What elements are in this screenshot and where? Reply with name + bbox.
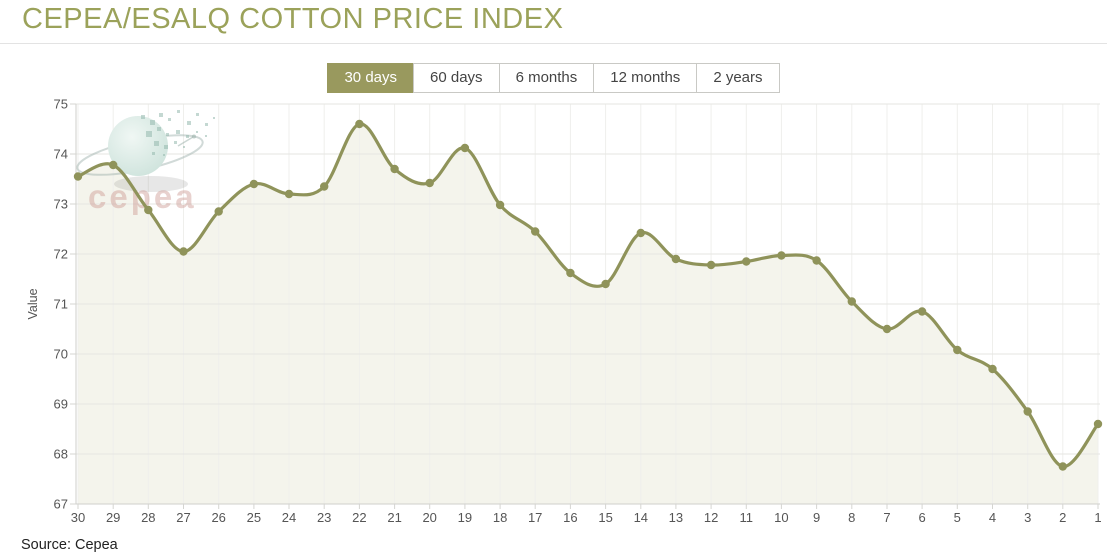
svg-text:29: 29 — [106, 510, 120, 525]
globe-icon — [108, 116, 168, 176]
svg-text:26: 26 — [211, 510, 225, 525]
svg-text:11: 11 — [740, 510, 754, 525]
svg-text:18: 18 — [493, 510, 507, 525]
y-axis-title: Value — [26, 288, 40, 319]
y-axis-labels: 67 68 69 70 71 72 73 74 75 — [54, 97, 68, 512]
svg-text:24: 24 — [282, 510, 296, 525]
svg-text:10: 10 — [774, 510, 788, 525]
x-axis-labels: 30 29 28 27 26 25 24 23 22 21 20 19 18 17 16 15 14 13 12 11… — [71, 510, 1102, 525]
svg-text:14: 14 — [634, 510, 648, 525]
svg-text:70: 70 — [54, 347, 68, 362]
svg-text:1: 1 — [1094, 510, 1101, 525]
svg-text:67: 67 — [54, 497, 68, 512]
svg-text:23: 23 — [317, 510, 331, 525]
cepea-wordmark: cepea — [88, 178, 197, 215]
svg-text:6: 6 — [918, 510, 925, 525]
svg-text:72: 72 — [54, 247, 68, 262]
range-button-6-months[interactable]: 6 months — [498, 63, 595, 93]
price-chart: cepea 67 68 69 70 71 72 73 74 75 30 29 28 27 26 25 24 23 2… — [0, 94, 1107, 534]
svg-text:8: 8 — [848, 510, 855, 525]
svg-text:3: 3 — [1024, 510, 1031, 525]
svg-text:27: 27 — [176, 510, 190, 525]
svg-text:68: 68 — [54, 447, 68, 462]
svg-text:17: 17 — [528, 510, 542, 525]
svg-text:30: 30 — [71, 510, 85, 525]
svg-text:4: 4 — [989, 510, 996, 525]
svg-text:73: 73 — [54, 197, 68, 212]
svg-text:19: 19 — [458, 510, 472, 525]
axis-ticks — [70, 103, 1099, 509]
svg-text:22: 22 — [352, 510, 366, 525]
svg-text:16: 16 — [563, 510, 577, 525]
svg-text:71: 71 — [54, 297, 68, 312]
svg-text:15: 15 — [598, 510, 612, 525]
range-button-60-days[interactable]: 60 days — [413, 63, 500, 93]
svg-text:20: 20 — [422, 510, 436, 525]
range-button-30-days[interactable]: 30 days — [327, 63, 415, 93]
source-note: Source: Cepea — [21, 537, 118, 553]
cepea-watermark-logo: cepea — [76, 110, 215, 215]
svg-text:21: 21 — [387, 510, 401, 525]
range-button-12-months[interactable]: 12 months — [593, 63, 698, 93]
svg-text:7: 7 — [883, 510, 890, 525]
svg-text:75: 75 — [54, 97, 68, 112]
svg-text:13: 13 — [669, 510, 683, 525]
title-divider — [0, 43, 1107, 44]
svg-text:74: 74 — [54, 147, 68, 162]
svg-text:28: 28 — [141, 510, 155, 525]
svg-text:9: 9 — [813, 510, 820, 525]
svg-text:12: 12 — [704, 510, 718, 525]
area-fill — [78, 123, 1098, 504]
range-button-2-years[interactable]: 2 years — [696, 63, 780, 93]
svg-text:2: 2 — [1059, 510, 1066, 525]
svg-text:69: 69 — [54, 397, 68, 412]
time-range-selector: 30 days 60 days 6 months 12 months 2 yea… — [0, 63, 1107, 93]
data-point-markers[interactable] — [73, 119, 1103, 471]
svg-text:25: 25 — [247, 510, 261, 525]
svg-text:5: 5 — [954, 510, 961, 525]
page-title: CEPEA/ESALQ COTTON PRICE INDEX — [22, 3, 564, 35]
